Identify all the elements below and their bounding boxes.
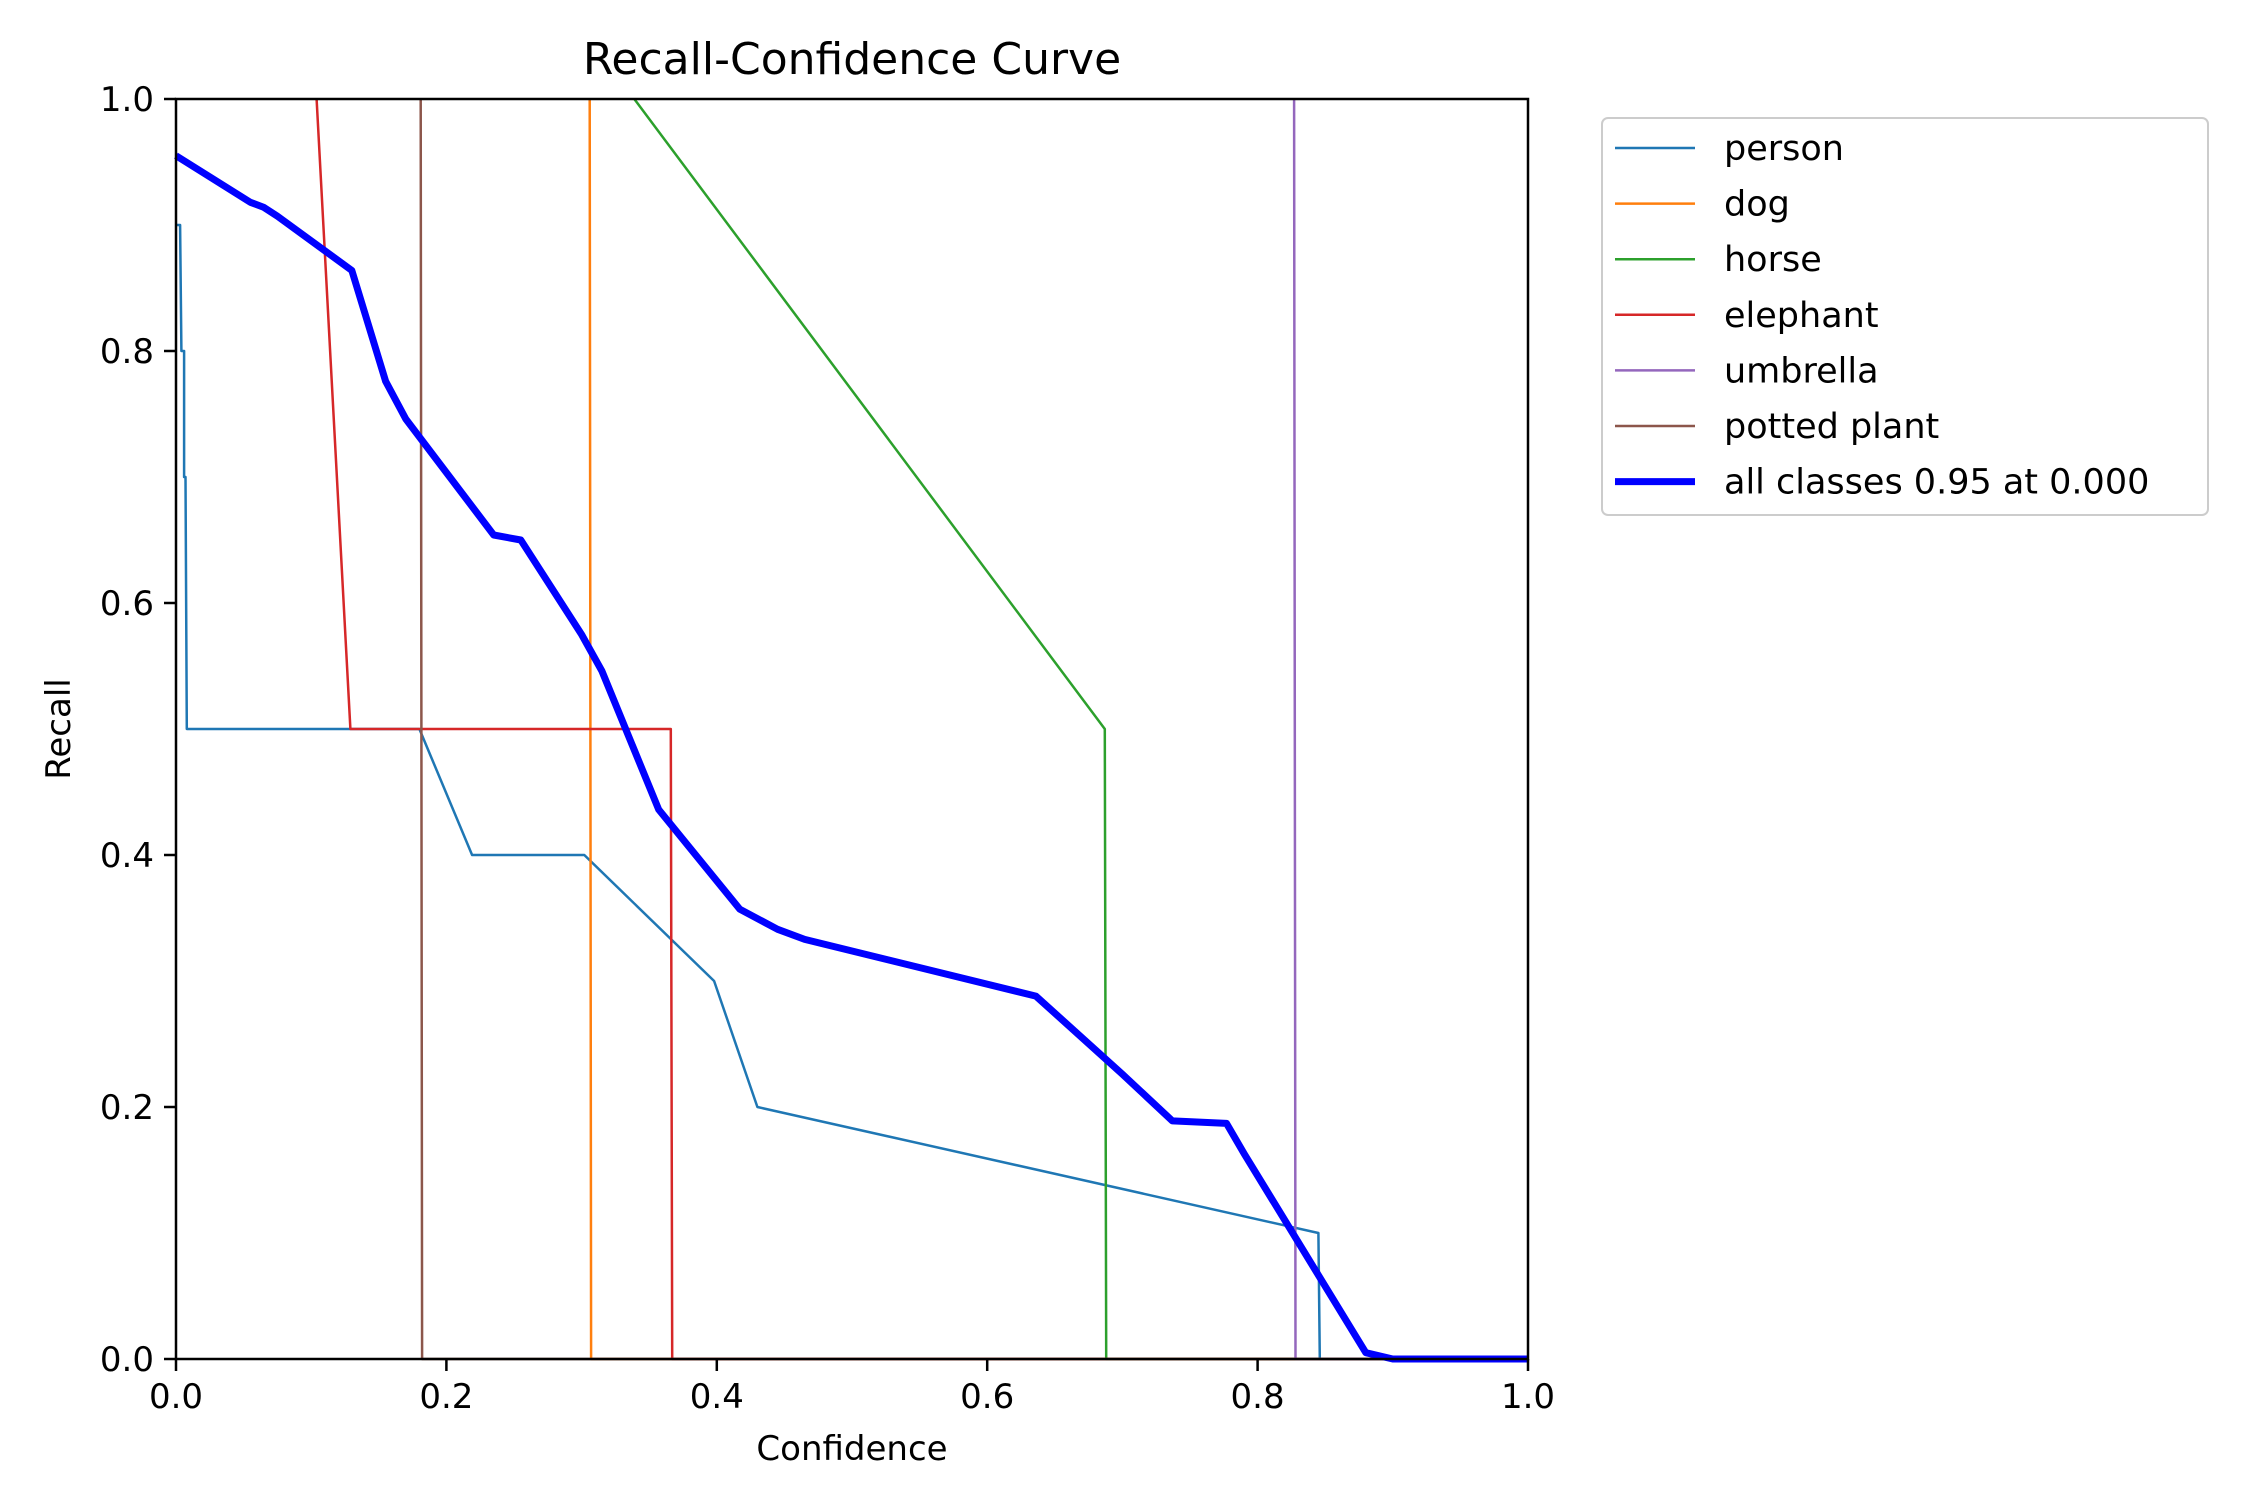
legend-label: umbrella [1724,351,1879,391]
x-tick-label: 0.2 [419,1377,473,1417]
legend: person dog horse elephant umbrella potted pla… [1601,117,2209,516]
x-axis-ticks: 0.0 0.2 0.4 0.6 0.8 1.0 [149,1359,1555,1417]
y-tick-label: 0.4 [100,836,154,876]
x-axis-label: Confidence [756,1429,947,1469]
legend-entry-dog: dog [1615,185,1790,225]
legend-label: horse [1724,240,1822,280]
series-line-dog [588,98,1528,1361]
series-line-horse [633,98,1528,1361]
series-line-elephant [315,98,1528,1361]
y-axis-label: Recall [39,678,79,779]
legend-label: person [1724,129,1844,169]
y-tick-label: 0.2 [100,1088,154,1128]
legend-entry-potted-plant: potted plant [1615,407,1939,447]
y-tick-label: 0.6 [100,584,154,624]
plot-frame [174,97,1530,1361]
legend-label: elephant [1724,296,1879,336]
series-line-all-classes [174,152,1528,1363]
x-tick-label: 0.0 [149,1377,203,1417]
y-tick-label: 0.0 [100,1340,154,1380]
series-line-person [176,223,1528,1361]
legend-entry-elephant: elephant [1615,296,1879,336]
y-tick-label: 0.8 [100,332,154,372]
legend-label: potted plant [1724,407,1939,447]
x-tick-label: 0.6 [960,1377,1014,1417]
legend-label: all classes 0.95 at 0.000 [1724,463,2149,503]
legend-label: dog [1724,185,1790,225]
legend-entry-all-classes: all classes 0.95 at 0.000 [1615,463,2149,503]
x-tick-label: 0.4 [690,1377,744,1417]
legend-entry-umbrella: umbrella [1615,351,1879,391]
series-layer [174,98,1528,1363]
chart-title: Recall-Confidence Curve [583,34,1121,85]
y-axis-ticks: 0.0 0.2 0.4 0.6 0.8 1.0 [100,80,176,1380]
legend-box [1601,117,2209,516]
legend-entry-person: person [1615,129,1844,169]
x-tick-label: 1.0 [1501,1377,1555,1417]
legend-entry-horse: horse [1615,240,1822,280]
y-tick-label: 1.0 [100,80,154,120]
legend-items: person dog horse elephant umbrella potted pla… [1615,129,2149,503]
x-tick-label: 0.8 [1231,1377,1285,1417]
series-line-umbrella [1292,98,1528,1361]
